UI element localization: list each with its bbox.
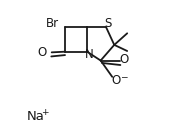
Text: Na: Na	[27, 110, 45, 123]
Text: +: +	[41, 108, 49, 117]
Text: O: O	[112, 74, 121, 87]
Text: N: N	[85, 48, 93, 61]
Text: O: O	[38, 46, 47, 59]
Text: S: S	[104, 17, 111, 30]
Text: −: −	[120, 72, 127, 81]
Text: O: O	[120, 53, 129, 66]
Text: Br: Br	[46, 17, 59, 30]
